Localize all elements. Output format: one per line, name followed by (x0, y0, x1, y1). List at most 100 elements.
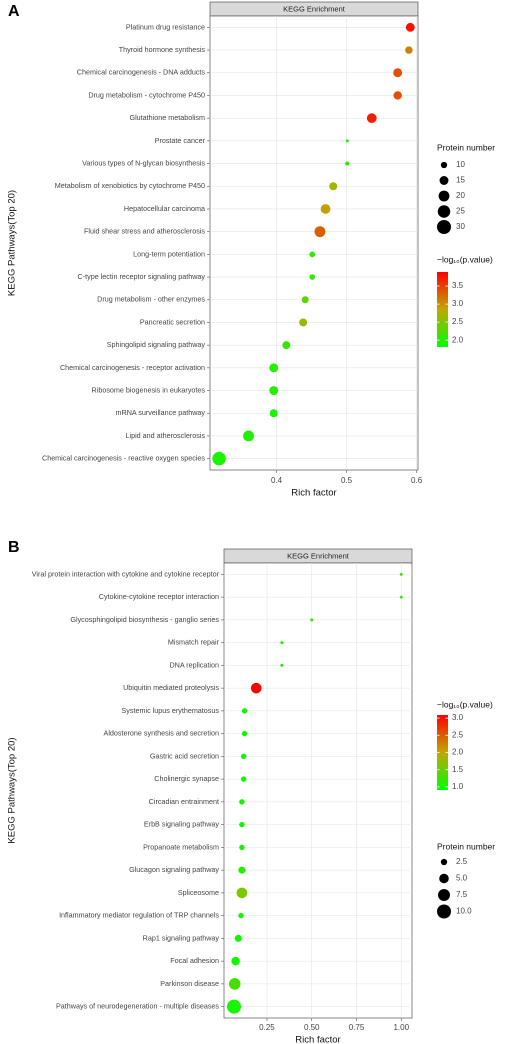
y-tick-label: C-type lectin receptor signaling pathway (78, 272, 206, 281)
point (280, 663, 284, 667)
point (301, 296, 309, 304)
y-tick-label: Ribosome biogenesis in eukaryotes (92, 385, 206, 394)
y-tick-label: Long-term potentiation (133, 249, 205, 258)
y-tick-label: Drug metabolism - other enzymes (97, 295, 205, 304)
y-tick-label: Sphingolipid signaling pathway (107, 340, 206, 349)
y-tick-label: Focal adhesion (170, 956, 219, 965)
color-legend-label: 2.5 (452, 317, 464, 326)
point (309, 274, 316, 280)
point (269, 363, 279, 373)
x-tick-label: 0.50 (304, 1023, 320, 1032)
point (241, 708, 248, 714)
point (243, 430, 254, 442)
size-legend-key (440, 161, 448, 169)
point (309, 251, 316, 258)
point (345, 139, 349, 143)
x-tick-label: 0.25 (259, 1023, 275, 1032)
y-tick-label: ErbB signaling pathway (144, 820, 220, 829)
y-tick-label: Glutathione metabolism (129, 113, 205, 122)
y-tick-label: Various types of N-glycan biosynthesis (82, 158, 205, 167)
y-axis-label: KEGG Pathways(Top 20) (7, 737, 18, 843)
point (399, 572, 403, 576)
size-legend-label: 15 (456, 176, 465, 185)
size-legend-label: 30 (456, 222, 465, 231)
y-tick-label: Cytokine-cytokine receptor interaction (99, 592, 219, 601)
y-tick-label: Glucagon signaling pathway (129, 865, 219, 874)
size-legend-key (439, 176, 449, 185)
size-legend-key (437, 205, 451, 218)
point (240, 776, 247, 782)
point (299, 318, 308, 327)
plot-area (209, 15, 419, 471)
y-tick-label: Pathways of neurodegeneration - multiple… (56, 1002, 219, 1011)
x-tick-label: 0.4 (271, 476, 283, 485)
y-tick-label: Rap1 signaling pathway (143, 933, 220, 942)
y-tick-label: Hepatocellular carcinoma (124, 204, 205, 213)
size-legend-label: 10 (456, 160, 465, 169)
y-tick-label: Spliceosome (178, 888, 219, 897)
y-tick-label: Viral protein interaction with cytokine … (32, 569, 220, 578)
color-legend-label: 2.0 (452, 748, 464, 757)
panel-label: A (8, 3, 20, 20)
y-tick-label: Aldosterone synthesis and secretion (104, 729, 219, 738)
point (239, 821, 245, 828)
size-legend-label: 7.5 (456, 890, 468, 899)
color-legend-label: 1.0 (452, 782, 464, 791)
chart-title: KEGG Enrichment (283, 4, 346, 13)
y-axis-label: KEGG Pathways(Top 20) (7, 190, 18, 296)
size-legend-label: 20 (456, 191, 465, 200)
size-legend-label: 2.5 (456, 857, 468, 866)
x-axis-label: Rich factor (291, 488, 336, 499)
x-tick-label: 0.5 (341, 476, 353, 485)
y-tick-label: Inflammatory mediator regulation of TRP … (59, 911, 219, 920)
color-legend-label: 2.0 (452, 335, 464, 344)
point (345, 161, 350, 166)
size-legend-key (437, 220, 451, 234)
size-legend-label: 10.0 (456, 907, 472, 916)
x-tick-label: 0.6 (411, 476, 423, 485)
point (227, 999, 242, 1014)
color-legend-label: 3.0 (452, 713, 464, 722)
size-legend-label: 5.0 (456, 874, 468, 883)
color-bar (437, 272, 448, 347)
point (236, 887, 248, 899)
point (405, 22, 415, 32)
y-tick-label: Systemic lupus erythematosus (122, 706, 220, 715)
point (228, 978, 241, 990)
size-legend-label: 25 (456, 207, 465, 216)
size-legend-key (437, 888, 451, 902)
point (280, 641, 284, 645)
y-tick-label: Parkinson disease (160, 979, 219, 988)
size-legend-title: Protein number (437, 142, 495, 152)
point (269, 409, 278, 418)
point (250, 682, 262, 694)
point (405, 46, 413, 54)
y-tick-label: Fluid shear stress and atherosclerosis (84, 227, 205, 236)
panel-label: B (8, 539, 20, 556)
point (393, 91, 402, 100)
color-legend-label: 3.5 (452, 281, 464, 290)
point (366, 113, 377, 124)
y-tick-label: Prostate cancer (155, 136, 206, 145)
y-tick-label: Metabolism of xenobiotics by cytochrome … (55, 181, 205, 190)
color-legend-title: −log₁₀(p.value) (437, 254, 493, 264)
point (212, 451, 226, 466)
color-legend-label: 2.5 (452, 730, 464, 739)
point (234, 934, 242, 942)
y-tick-label: Chemical carcinogenesis - reactive oxyge… (42, 454, 205, 463)
x-tick-label: 0.75 (349, 1023, 365, 1032)
point (231, 956, 240, 966)
y-tick-label: DNA replication (169, 660, 219, 669)
size-legend-key (440, 858, 448, 866)
y-tick-label: Drug metabolism - cytochrome P450 (88, 90, 205, 99)
y-tick-label: Ubiquitin mediated proteolysis (123, 683, 219, 692)
y-tick-label: Lipid and atherosclerosis (125, 431, 205, 440)
point (310, 618, 314, 622)
size-legend-key (439, 873, 449, 884)
y-tick-label: mRNA surveillance pathway (116, 408, 206, 417)
point (239, 844, 245, 851)
y-tick-label: Thyroid hormone synthesis (119, 45, 206, 54)
y-tick-label: Cholinergic synapse (154, 774, 219, 783)
y-tick-label: Circadian entrainment (149, 797, 219, 806)
y-tick-label: Platinum drug resistance (126, 22, 205, 31)
